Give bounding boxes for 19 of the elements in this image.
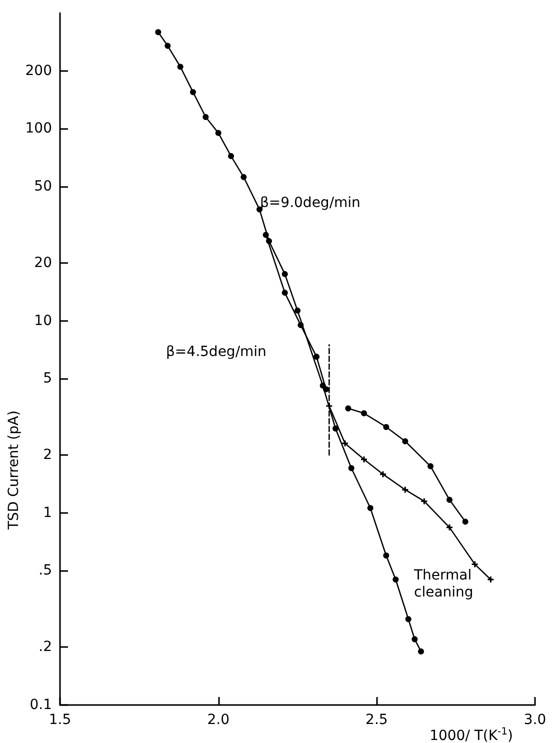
y-tick-label: 0.1 [30,697,52,713]
y-tick-label: 50 [34,178,52,194]
y-tick-label: 10 [34,312,52,329]
y-tick-label: .5 [38,562,52,579]
y-tick-label: 20 [34,254,52,271]
y-tick-label: 1 [43,504,52,521]
y-axis-title: TSD Current (pA) [6,410,22,531]
y-tick-label: .2 [38,639,52,656]
annotation: Thermal cleaning [413,568,474,600]
y-tick-label: 2 [43,447,52,464]
x-tick-label: 3.0 [524,712,546,728]
x-tick-label: 2.5 [366,712,388,728]
x-tick-label: 1.5 [48,712,72,728]
annotation: β=4.5deg/min [166,344,266,360]
annotation: β=9.0deg/min [260,195,360,211]
y-tick-label: 200 [25,62,52,79]
y-tick-label: 5 [43,370,52,387]
y-tick-label: 100 [25,120,52,137]
x-tick-label: 2.0 [207,712,230,728]
